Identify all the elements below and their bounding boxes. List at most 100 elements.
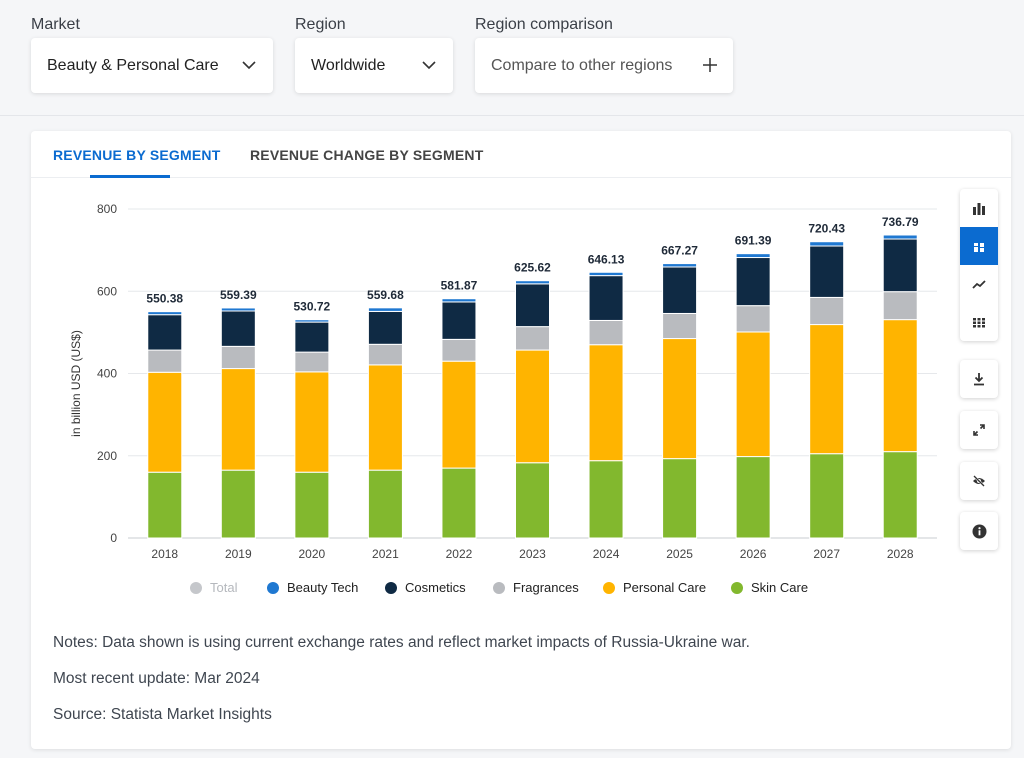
- total-label-2019: 559.39: [220, 288, 257, 302]
- total-label-2026: 691.39: [735, 234, 772, 248]
- bar-personal-care-2027: [809, 324, 845, 455]
- bar-personal-care-2019: [220, 368, 256, 471]
- total-label-2024: 646.13: [588, 252, 625, 266]
- bar-fragrances-2019: [220, 345, 256, 370]
- y-tick-label: 800: [97, 202, 117, 216]
- info-button[interactable]: [960, 512, 998, 550]
- revenue-chart: 0 200 400 600 800 in billion USD (US$) 550.38 2…: [69, 202, 937, 561]
- legend-label: Beauty Tech: [287, 580, 359, 595]
- y-tick-label: 400: [97, 367, 117, 381]
- info-action[interactable]: [960, 512, 998, 550]
- bar-skin-care-2021: [367, 469, 403, 539]
- hide-action[interactable]: [960, 462, 998, 500]
- bar-fragrances-2021: [367, 343, 403, 366]
- tabs-divider: [31, 177, 1011, 178]
- download-action[interactable]: [960, 360, 998, 398]
- region-select[interactable]: Worldwide: [295, 38, 453, 93]
- bar-skin-care-2024: [588, 460, 624, 539]
- region-value: Worldwide: [311, 56, 386, 74]
- bar-cosmetics-2027: [809, 245, 845, 298]
- compare-regions-text: Compare to other regions: [491, 56, 673, 74]
- bar-skin-care-2019: [220, 469, 256, 539]
- legend-item-skin-care[interactable]: Skin Care: [731, 580, 808, 595]
- chart-type-toolbar: [960, 189, 998, 341]
- bar-beauty-tech-2026: [735, 253, 771, 259]
- legend-label: Cosmetics: [405, 580, 466, 595]
- tab-revenue-change-by-segment[interactable]: REVENUE CHANGE BY SEGMENT: [250, 147, 484, 163]
- legend-item-fragrances[interactable]: Fragrances: [493, 580, 579, 595]
- legend-item-cosmetics[interactable]: Cosmetics: [385, 580, 466, 595]
- line-chart-icon: [972, 280, 986, 289]
- bar-chart-button[interactable]: [960, 189, 998, 227]
- notes-text: Notes: Data shown is using current excha…: [53, 634, 750, 651]
- table-button[interactable]: [960, 303, 998, 341]
- stacked-bar-button[interactable]: [960, 227, 998, 265]
- bar-skin-care-2022: [441, 467, 477, 539]
- x-tick-label: 2024: [593, 547, 620, 561]
- legend-item-total[interactable]: Total: [190, 580, 237, 595]
- bar-fragrances-2022: [441, 338, 477, 362]
- total-label-2021: 559.68: [367, 288, 404, 302]
- bar-personal-care-2024: [588, 344, 624, 462]
- bar-personal-care-2021: [367, 364, 403, 471]
- header-divider: [0, 115, 1024, 116]
- bar-cosmetics-2028: [882, 238, 918, 293]
- legend-item-beauty-tech[interactable]: Beauty Tech: [267, 580, 358, 595]
- bar-cosmetics-2021: [367, 310, 403, 345]
- line-chart-button[interactable]: [960, 265, 998, 303]
- x-tick-label: 2027: [813, 547, 840, 561]
- x-tick-label: 2023: [519, 547, 546, 561]
- bar-fragrances-2026: [735, 305, 771, 333]
- bar-personal-care-2020: [294, 371, 330, 473]
- bar-personal-care-2022: [441, 360, 477, 469]
- bar-cosmetics-2024: [588, 275, 624, 321]
- source-text: Source: Statista Market Insights: [53, 706, 272, 723]
- bar-personal-care-2023: [515, 349, 550, 464]
- y-tick-label: 600: [97, 284, 117, 298]
- bar-skin-care-2020: [294, 471, 330, 539]
- legend-label: Fragrances: [513, 580, 579, 595]
- bar-beauty-tech-2022: [441, 298, 477, 303]
- total-label-2027: 720.43: [808, 222, 845, 236]
- tab-revenue-by-segment[interactable]: REVENUE BY SEGMENT: [53, 147, 221, 163]
- expand-icon: [973, 424, 985, 436]
- total-label-2018: 550.38: [146, 292, 183, 306]
- x-tick-label: 2019: [225, 547, 252, 561]
- region-label: Region: [295, 16, 346, 33]
- y-axis-label: in billion USD (US$): [69, 330, 83, 437]
- table-icon: [973, 318, 985, 328]
- expand-button[interactable]: [960, 411, 998, 449]
- bar-beauty-tech-2020: [294, 319, 330, 323]
- x-tick-label: 2025: [666, 547, 693, 561]
- stacked-bar-icon: [974, 243, 984, 252]
- y-tick-label: 200: [97, 449, 117, 463]
- market-select[interactable]: Beauty & Personal Care: [31, 38, 273, 93]
- bar-personal-care-2025: [662, 338, 698, 460]
- bar-cosmetics-2018: [147, 314, 183, 351]
- bar-cosmetics-2022: [441, 301, 477, 340]
- bar-cosmetics-2023: [515, 283, 550, 328]
- region-comparison-label: Region comparison: [475, 16, 613, 33]
- x-tick-label: 2020: [299, 547, 326, 561]
- bar-skin-care-2025: [662, 458, 698, 539]
- bar-fragrances-2018: [147, 349, 183, 373]
- x-tick-label: 2021: [372, 547, 399, 561]
- bar-skin-care-2026: [735, 456, 771, 539]
- compare-regions-button[interactable]: Compare to other regions: [475, 38, 733, 93]
- bar-cosmetics-2026: [735, 257, 771, 307]
- bar-beauty-tech-2019: [220, 307, 256, 312]
- x-tick-label: 2028: [887, 547, 914, 561]
- hide-button[interactable]: [960, 462, 998, 500]
- total-label-2020: 530.72: [294, 300, 331, 314]
- download-button[interactable]: [960, 360, 998, 398]
- bar-fragrances-2027: [809, 296, 845, 326]
- chart-card: REVENUE BY SEGMENT REVENUE CHANGE BY SEG…: [31, 131, 1011, 749]
- market-label: Market: [31, 16, 80, 33]
- bar-fragrances-2020: [294, 351, 330, 373]
- bar-cosmetics-2025: [662, 266, 698, 314]
- expand-action[interactable]: [960, 411, 998, 449]
- info-icon: [972, 524, 986, 538]
- bar-fragrances-2025: [662, 312, 698, 340]
- x-tick-label: 2022: [446, 547, 473, 561]
- legend-item-personal-care[interactable]: Personal Care: [603, 580, 706, 595]
